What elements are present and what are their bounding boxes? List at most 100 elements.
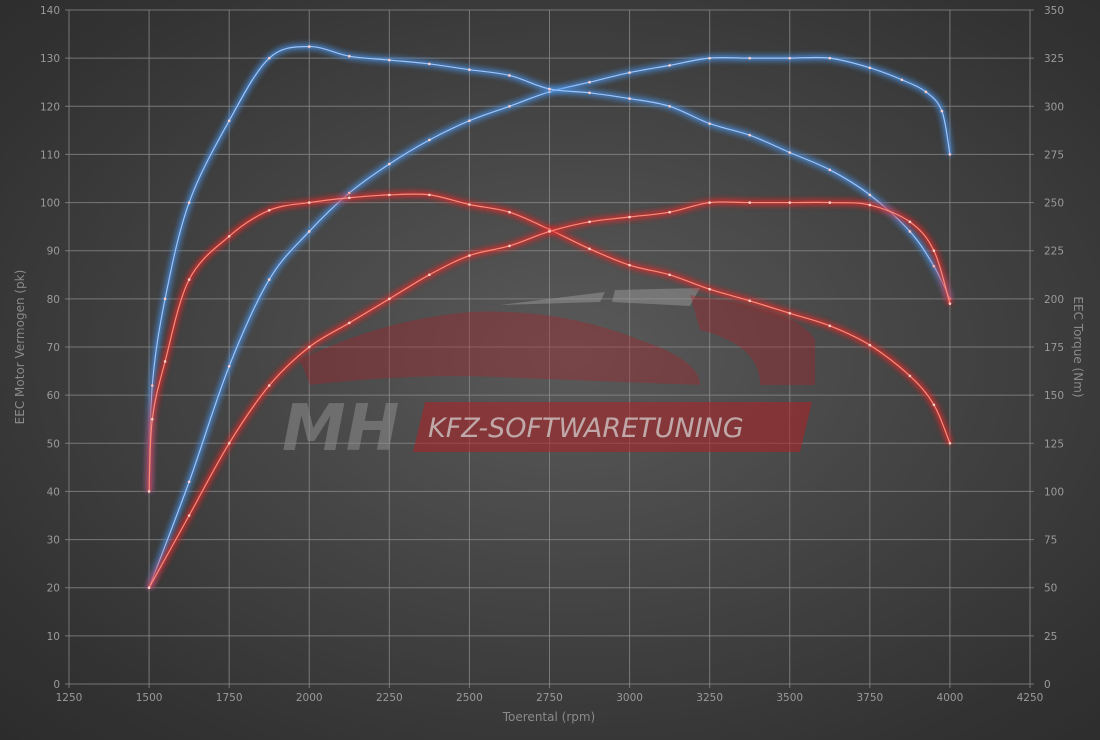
data-point — [788, 201, 792, 204]
data-point — [428, 138, 431, 142]
series-2 — [146, 191, 953, 493]
data-point — [347, 191, 351, 195]
data-point — [908, 374, 912, 378]
data-point — [187, 514, 191, 517]
data-point — [227, 441, 231, 445]
data-point — [428, 62, 431, 66]
data-point — [668, 64, 671, 67]
y-left-tick-label: 110 — [40, 149, 60, 161]
data-point — [708, 201, 711, 204]
y-right-tick-label: 100 — [1044, 486, 1064, 498]
data-point — [468, 119, 471, 123]
data-point — [163, 360, 167, 363]
data-point — [347, 54, 351, 58]
data-point — [900, 78, 904, 82]
y-left-tick-label: 10 — [47, 631, 60, 643]
data-point — [150, 384, 154, 387]
data-point — [388, 193, 391, 197]
data-point — [388, 162, 391, 166]
data-point — [628, 97, 631, 100]
data-point — [588, 247, 591, 251]
y-left-tick-label: 120 — [40, 101, 60, 113]
axis-ticks: 1250 1500 1750 2000 2250 2500 2750 3000 3250 3500… — [40, 5, 1064, 704]
x-tick-label: 3750 — [856, 692, 883, 704]
data-point — [267, 208, 271, 212]
data-point — [908, 230, 912, 233]
data-point — [828, 324, 832, 328]
data-point — [748, 299, 752, 303]
x-tick-label: 3000 — [616, 692, 643, 704]
data-point — [628, 263, 631, 267]
y-right-tick-label: 250 — [1044, 198, 1064, 210]
data-point — [428, 273, 431, 277]
y-right-tick-label: 225 — [1044, 246, 1064, 258]
series-3 — [146, 199, 953, 590]
y-right-tick-label: 300 — [1044, 101, 1064, 113]
x-axis-label: Toerental (rpm) — [502, 710, 595, 724]
data-point — [508, 74, 511, 77]
y-right-tick-label: 150 — [1044, 390, 1064, 402]
y-axis-right-label: EEC Torque (Nm) — [1071, 296, 1085, 397]
data-point — [828, 168, 832, 172]
data-point — [588, 80, 591, 84]
data-point — [267, 278, 271, 281]
logo-text: KFZ-SOFTWARETUNING — [428, 413, 744, 444]
data-point — [187, 278, 191, 281]
logo-car-window — [500, 288, 700, 306]
x-tick-label: 2500 — [456, 692, 483, 704]
x-tick-label: 2250 — [376, 692, 403, 704]
y-right-tick-label: 0 — [1044, 679, 1051, 691]
watermark-logo: MH KFZ-SOFTWARETUNING — [282, 288, 815, 466]
data-point — [748, 56, 752, 60]
y-right-tick-label: 75 — [1044, 535, 1057, 547]
y-axis-left-label: EEC Motor Vermogen (pk) — [13, 270, 27, 425]
data-point — [307, 345, 311, 349]
y-right-tick-label: 325 — [1044, 53, 1064, 65]
data-point — [948, 153, 952, 156]
data-point — [788, 151, 792, 154]
data-point — [163, 297, 167, 301]
data-point — [668, 104, 671, 108]
x-tick-label: 1250 — [56, 692, 83, 704]
x-tick-label: 2750 — [536, 692, 563, 704]
y-left-tick-label: 130 — [40, 53, 60, 65]
data-point — [267, 56, 271, 60]
data-point — [508, 210, 511, 214]
logo-banner — [413, 402, 812, 452]
data-point — [267, 384, 271, 387]
x-tick-label: 3250 — [696, 692, 723, 704]
x-tick-label: 4250 — [1017, 692, 1044, 704]
x-tick-label: 1750 — [216, 692, 243, 704]
data-point — [588, 220, 591, 224]
data-point — [948, 302, 952, 305]
logo-mh: MH — [282, 392, 399, 466]
data-point — [932, 249, 936, 253]
data-point — [628, 71, 631, 74]
y-left-tick-label: 140 — [40, 5, 60, 17]
data-point — [147, 490, 151, 493]
data-point — [828, 201, 832, 204]
data-point — [908, 220, 912, 224]
data-point — [347, 321, 351, 325]
data-point — [788, 312, 792, 315]
data-point — [868, 193, 872, 197]
data-point — [468, 68, 471, 71]
y-left-tick-label: 20 — [47, 583, 60, 595]
data-point — [588, 91, 591, 95]
data-point — [468, 203, 471, 206]
data-point — [708, 56, 711, 60]
data-point — [307, 45, 311, 48]
y-left-tick-label: 60 — [47, 390, 60, 402]
data-point — [227, 364, 231, 368]
data-point — [868, 203, 872, 207]
y-right-tick-label: 50 — [1044, 583, 1057, 595]
data-point — [932, 403, 936, 407]
y-left-tick-label: 40 — [47, 486, 60, 498]
y-left-tick-label: 80 — [47, 294, 60, 306]
data-point — [868, 66, 872, 70]
x-tick-label: 4000 — [937, 692, 964, 704]
y-right-tick-label: 350 — [1044, 5, 1064, 17]
data-point — [548, 87, 551, 91]
data-point — [748, 201, 752, 204]
